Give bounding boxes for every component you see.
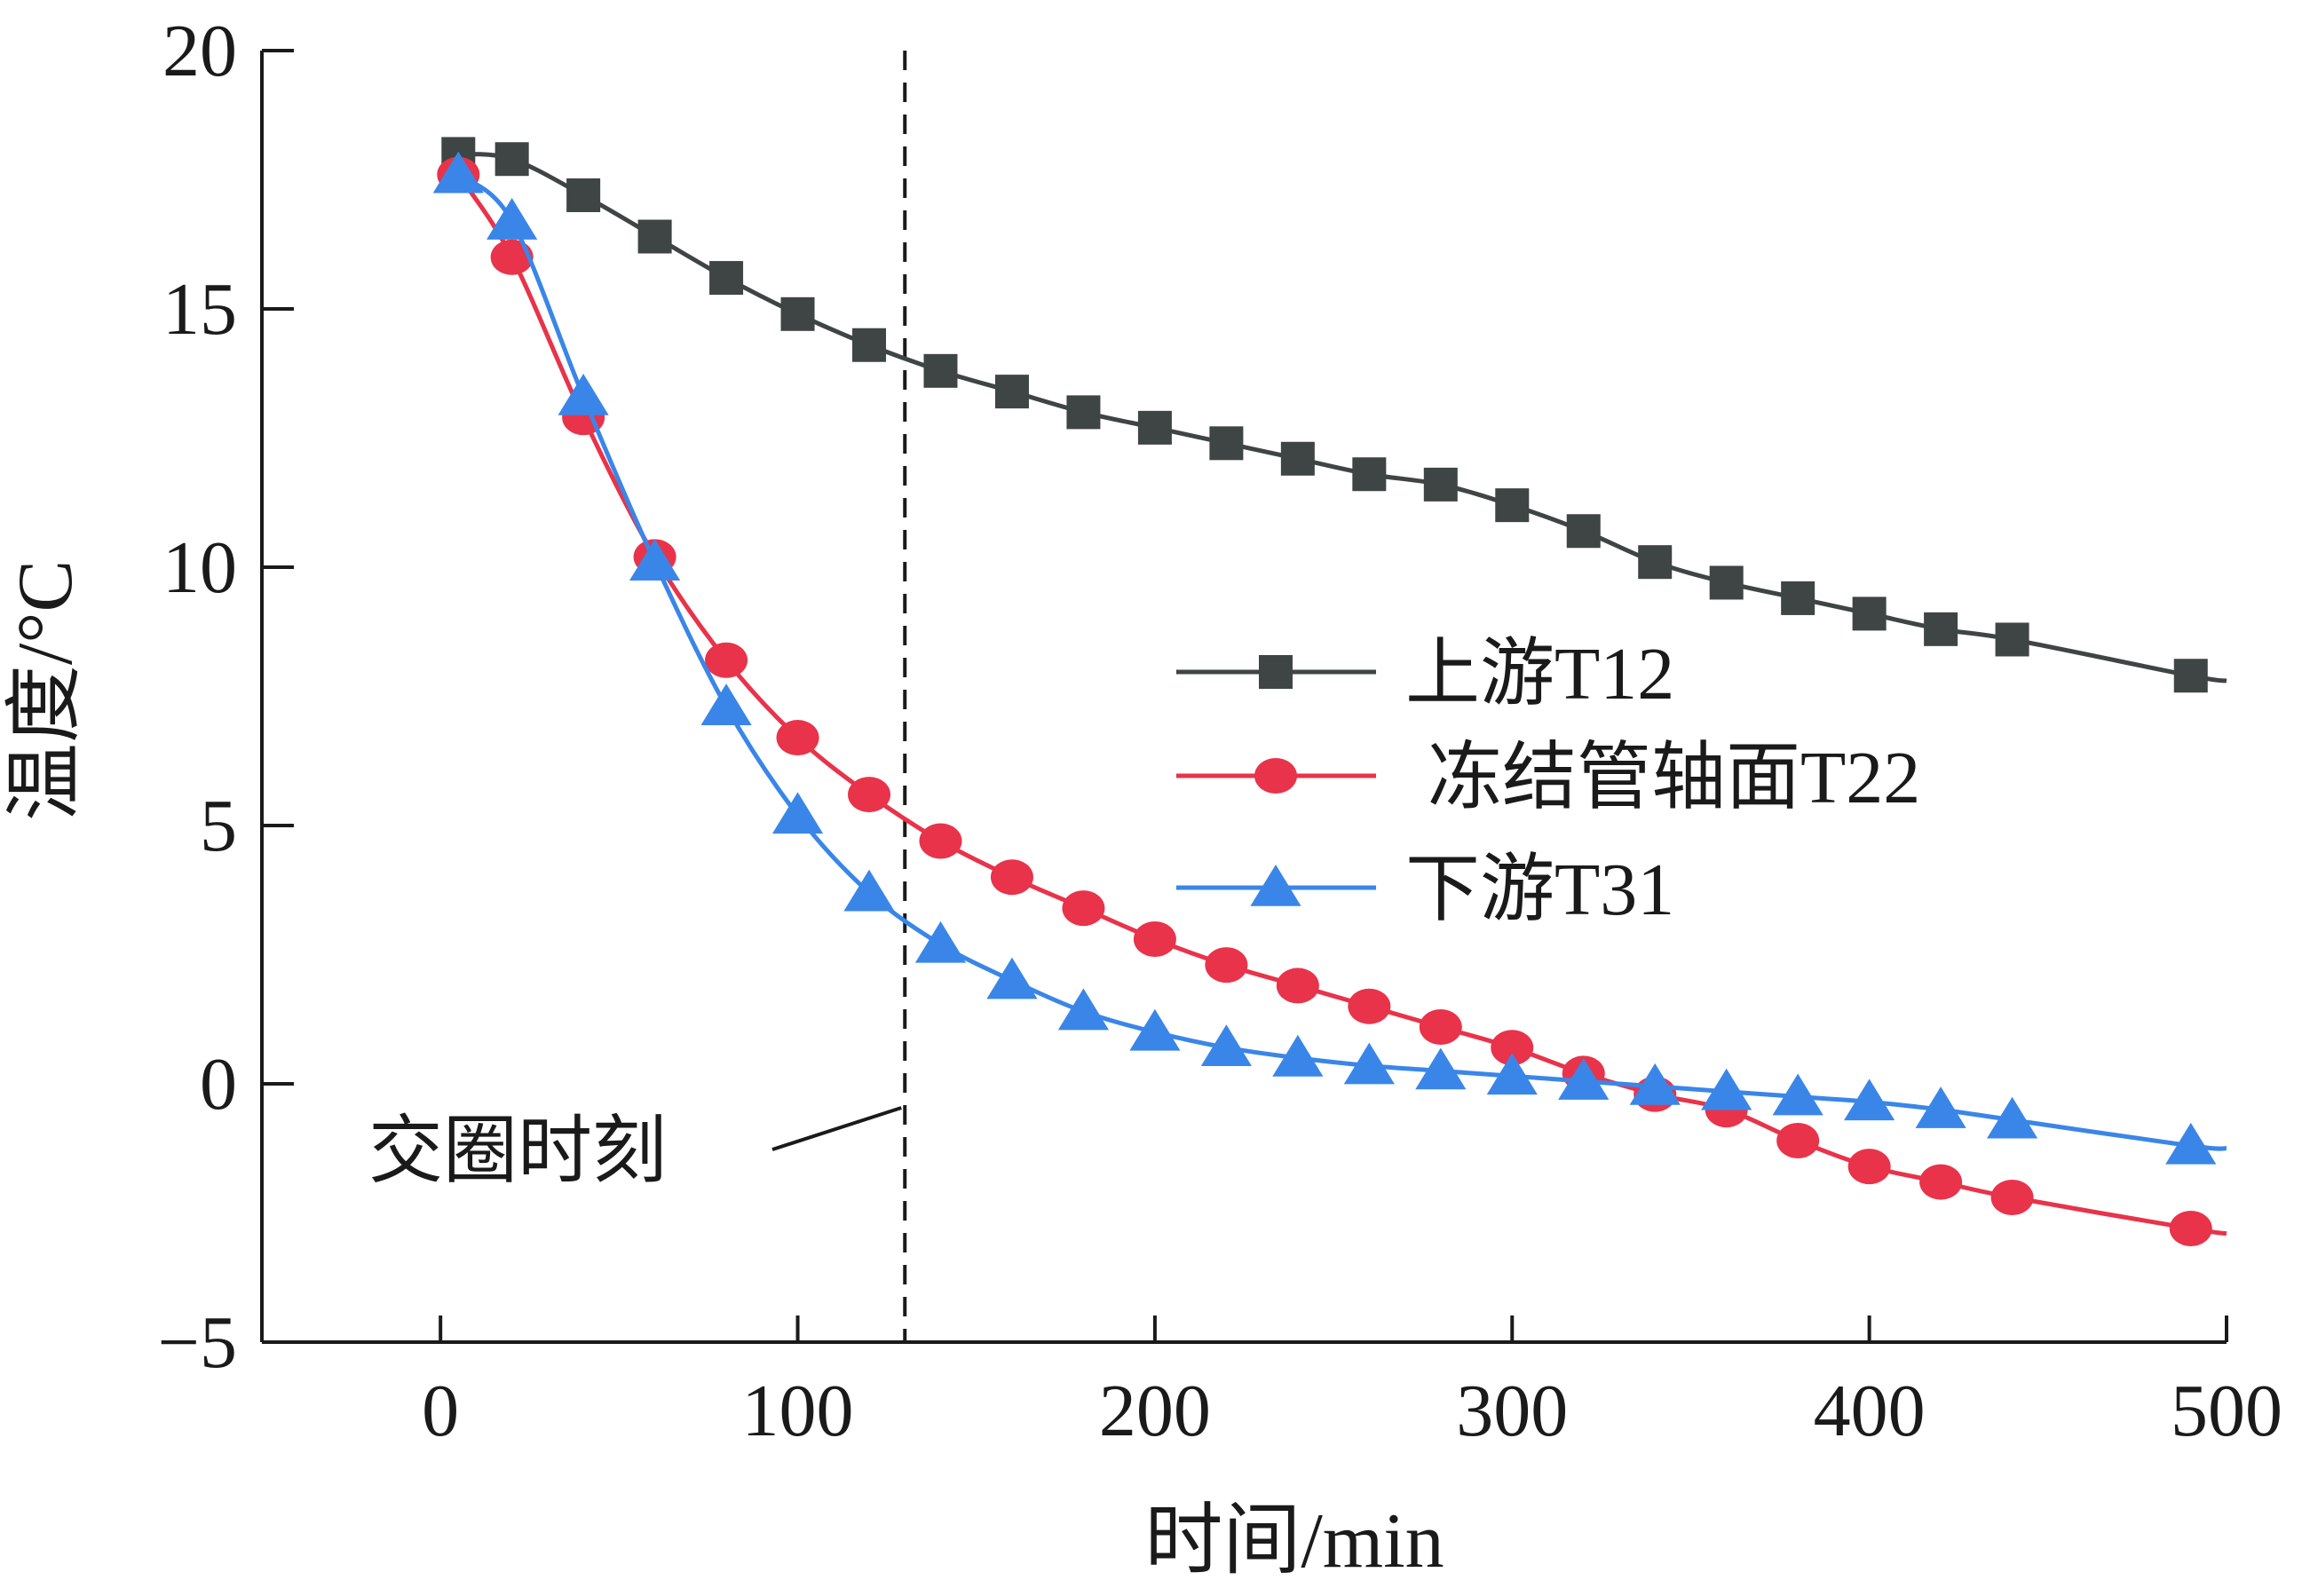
data-point	[1062, 890, 1105, 927]
data-point	[700, 683, 752, 725]
data-point	[705, 642, 748, 678]
series-line	[458, 151, 2227, 683]
data-point	[1066, 395, 1101, 430]
data-point	[1129, 1008, 1181, 1051]
data-point	[1558, 1058, 1610, 1100]
data-point	[1415, 1047, 1467, 1090]
data-point	[1990, 1180, 2034, 1216]
data-point	[923, 353, 958, 388]
data-point	[919, 823, 962, 859]
data-point	[914, 920, 967, 963]
data-point	[1419, 1008, 1462, 1045]
data-point	[1423, 467, 1458, 502]
data-point	[1781, 581, 1815, 615]
data-point	[637, 219, 672, 254]
data-point	[432, 151, 484, 194]
data-point	[1709, 565, 1744, 600]
data-point	[490, 239, 534, 275]
y-tick-label: 10	[162, 526, 237, 609]
data-point	[1915, 1086, 1966, 1128]
data-point	[848, 777, 891, 813]
y-tick-label: 20	[162, 10, 237, 92]
x-tick-label: 200	[1099, 1370, 1211, 1452]
legend-item-2: 冻结管轴面T22	[1176, 737, 1920, 819]
data-point	[1352, 457, 1387, 492]
data-point	[1701, 1068, 1752, 1110]
y-tick-label: −5	[158, 1301, 237, 1384]
y-tick-label: 5	[200, 785, 237, 867]
axes: 0 100 200 300 400 500 −5 0 5 10 15 20	[158, 10, 2282, 1452]
legend-item-1: 上游T12	[1176, 633, 1674, 715]
data-point	[843, 869, 895, 912]
data-point	[771, 792, 824, 834]
y-axis-title: 温度/°C	[3, 560, 89, 821]
data-point	[1491, 1030, 1534, 1066]
data-point	[2165, 1122, 2217, 1165]
legend-label: 上游T12	[1405, 633, 1674, 715]
data-point	[1495, 488, 1530, 523]
data-point	[2173, 659, 2208, 693]
data-point	[487, 198, 538, 240]
x-axis-title: 时间/min	[1144, 1498, 1444, 1584]
y-tick-label: 15	[162, 268, 237, 351]
series-1	[441, 137, 2227, 693]
legend-label: 冻结管轴面T22	[1428, 737, 1920, 819]
data-point	[1133, 921, 1176, 958]
series-group	[432, 137, 2227, 1246]
crossing-moment-label: 交圈时刻	[368, 1110, 667, 1193]
legend-marker	[1254, 758, 1297, 794]
data-point	[566, 178, 601, 212]
data-point	[1486, 1053, 1538, 1095]
data-point	[1986, 1096, 2038, 1139]
data-point	[2169, 1210, 2212, 1246]
data-point	[1924, 612, 1958, 646]
data-point	[1272, 1034, 1324, 1077]
x-tick-label: 300	[1456, 1370, 1568, 1452]
legend-marker	[1259, 655, 1293, 689]
data-point	[852, 328, 887, 362]
legend-marker	[1250, 865, 1301, 906]
data-point	[990, 859, 1033, 896]
legend-label: 下游T31	[1405, 849, 1674, 931]
data-point	[629, 539, 681, 581]
data-point	[1772, 1073, 1823, 1116]
x-tick-label: 0	[422, 1370, 459, 1452]
data-point	[1205, 947, 1248, 984]
data-point	[1137, 410, 1172, 445]
x-tick-label: 400	[1814, 1370, 1926, 1452]
data-point	[1348, 988, 1391, 1024]
data-point	[1638, 545, 1673, 580]
data-point	[1852, 597, 1887, 631]
data-point	[780, 296, 815, 331]
data-point	[558, 373, 609, 415]
data-point	[986, 957, 1038, 999]
series-3	[432, 151, 2227, 1165]
y-tick-label: 0	[200, 1043, 237, 1126]
data-point	[1995, 622, 2029, 657]
data-point	[709, 261, 744, 296]
series-2	[437, 156, 2227, 1246]
x-tick-label: 500	[2171, 1370, 2282, 1452]
data-point	[1776, 1123, 1820, 1159]
data-point	[1276, 968, 1319, 1004]
x-tick-label: 100	[742, 1370, 854, 1452]
legend-item-3: 下游T31	[1176, 849, 1674, 931]
data-point	[1566, 514, 1601, 549]
data-point	[494, 142, 529, 177]
data-point	[1057, 988, 1110, 1031]
data-point	[1847, 1149, 1891, 1185]
crossing-moment-annotation: 交圈时刻	[368, 51, 907, 1342]
data-point	[1629, 1063, 1681, 1105]
data-point	[776, 720, 819, 756]
annotation-leader-line	[771, 1106, 902, 1151]
legend: 上游T12 冻结管轴面T22 下游T31	[1176, 633, 1920, 931]
data-point	[994, 375, 1029, 409]
data-point	[1844, 1078, 1895, 1121]
data-point	[1919, 1164, 1963, 1200]
data-point	[1343, 1042, 1395, 1085]
data-point	[1209, 426, 1244, 461]
data-point	[1280, 441, 1315, 476]
data-point	[1200, 1024, 1252, 1067]
